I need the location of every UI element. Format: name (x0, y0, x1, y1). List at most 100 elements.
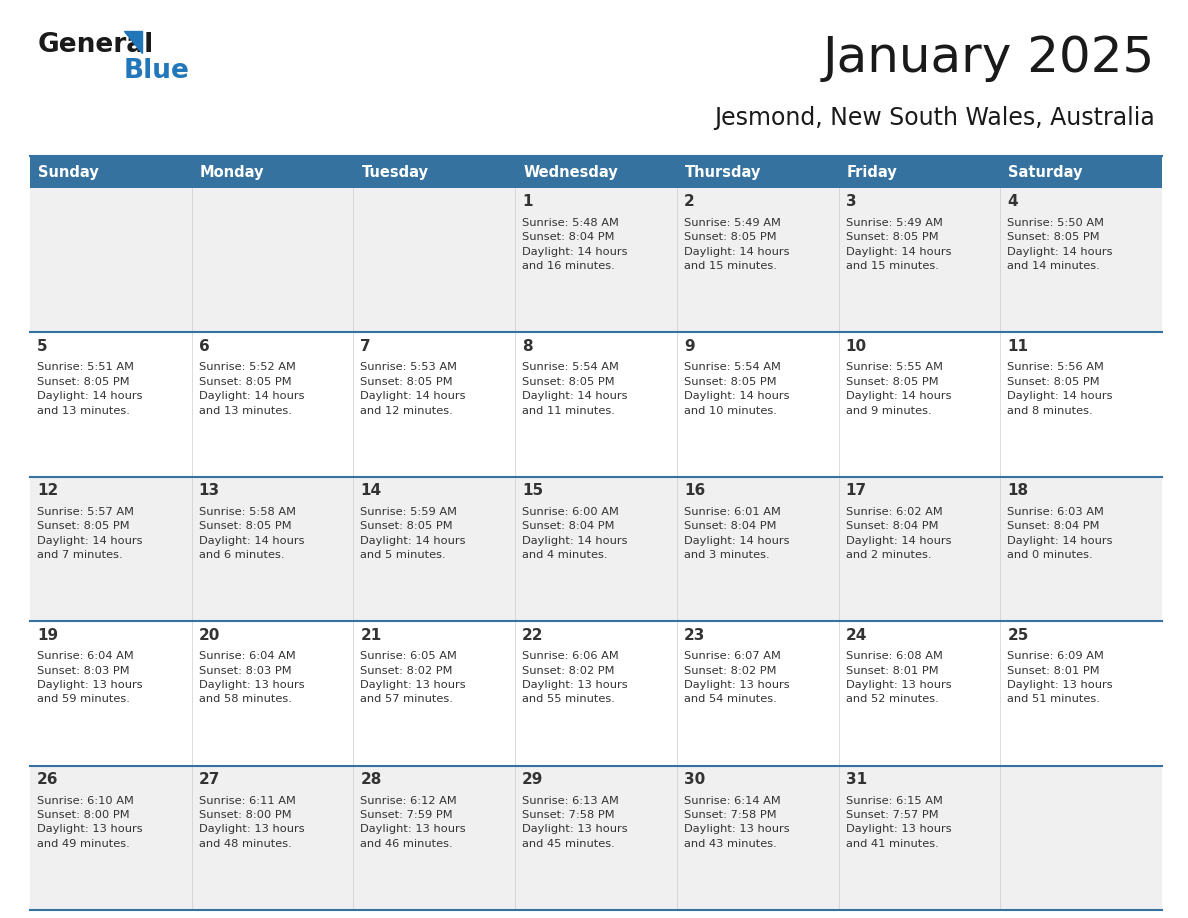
Text: Sunrise: 5:48 AM
Sunset: 8:04 PM
Daylight: 14 hours
and 16 minutes.: Sunrise: 5:48 AM Sunset: 8:04 PM Dayligh… (523, 218, 627, 271)
Bar (677, 621, 839, 766)
Text: 26: 26 (37, 772, 58, 787)
Text: 22: 22 (523, 628, 544, 643)
Bar (30, 766, 191, 910)
Text: 21: 21 (360, 628, 381, 643)
Text: Sunrise: 5:58 AM
Sunset: 8:05 PM
Daylight: 14 hours
and 6 minutes.: Sunrise: 5:58 AM Sunset: 8:05 PM Dayligh… (198, 507, 304, 560)
Bar (191, 476, 353, 621)
Text: Saturday: Saturday (1009, 164, 1082, 180)
Text: Sunrise: 5:50 AM
Sunset: 8:05 PM
Daylight: 14 hours
and 14 minutes.: Sunrise: 5:50 AM Sunset: 8:05 PM Dayligh… (1007, 218, 1113, 271)
Bar (839, 766, 1000, 910)
Bar (839, 156, 1000, 188)
Text: 11: 11 (1007, 339, 1029, 354)
Text: Sunrise: 6:03 AM
Sunset: 8:04 PM
Daylight: 14 hours
and 0 minutes.: Sunrise: 6:03 AM Sunset: 8:04 PM Dayligh… (1007, 507, 1113, 560)
Bar (353, 476, 516, 621)
Text: Sunrise: 6:10 AM
Sunset: 8:00 PM
Daylight: 13 hours
and 49 minutes.: Sunrise: 6:10 AM Sunset: 8:00 PM Dayligh… (37, 796, 143, 849)
Text: Sunrise: 6:09 AM
Sunset: 8:01 PM
Daylight: 13 hours
and 51 minutes.: Sunrise: 6:09 AM Sunset: 8:01 PM Dayligh… (1007, 651, 1113, 704)
Bar (191, 188, 353, 332)
Text: 17: 17 (846, 483, 867, 498)
Text: 8: 8 (523, 339, 532, 354)
Text: 30: 30 (684, 772, 706, 787)
Text: Sunrise: 5:49 AM
Sunset: 8:05 PM
Daylight: 14 hours
and 15 minutes.: Sunrise: 5:49 AM Sunset: 8:05 PM Dayligh… (846, 218, 952, 271)
Text: Jesmond, New South Wales, Australia: Jesmond, New South Wales, Australia (714, 106, 1155, 130)
Text: Sunrise: 6:01 AM
Sunset: 8:04 PM
Daylight: 14 hours
and 3 minutes.: Sunrise: 6:01 AM Sunset: 8:04 PM Dayligh… (684, 507, 789, 560)
Text: Sunrise: 6:07 AM
Sunset: 8:02 PM
Daylight: 13 hours
and 54 minutes.: Sunrise: 6:07 AM Sunset: 8:02 PM Dayligh… (684, 651, 790, 704)
Text: Tuesday: Tuesday (361, 164, 429, 180)
Bar (191, 332, 353, 476)
Text: Sunrise: 5:57 AM
Sunset: 8:05 PM
Daylight: 14 hours
and 7 minutes.: Sunrise: 5:57 AM Sunset: 8:05 PM Dayligh… (37, 507, 143, 560)
Bar (353, 766, 516, 910)
Text: 29: 29 (523, 772, 544, 787)
Text: 24: 24 (846, 628, 867, 643)
Bar (353, 332, 516, 476)
Bar (839, 188, 1000, 332)
Text: Sunrise: 5:59 AM
Sunset: 8:05 PM
Daylight: 14 hours
and 5 minutes.: Sunrise: 5:59 AM Sunset: 8:05 PM Dayligh… (360, 507, 466, 560)
Text: 31: 31 (846, 772, 867, 787)
Bar (677, 188, 839, 332)
Text: Wednesday: Wednesday (523, 164, 618, 180)
Bar (1000, 156, 1162, 188)
Bar (516, 188, 677, 332)
Text: Sunrise: 6:04 AM
Sunset: 8:03 PM
Daylight: 13 hours
and 58 minutes.: Sunrise: 6:04 AM Sunset: 8:03 PM Dayligh… (198, 651, 304, 704)
Text: Sunrise: 6:06 AM
Sunset: 8:02 PM
Daylight: 13 hours
and 55 minutes.: Sunrise: 6:06 AM Sunset: 8:02 PM Dayligh… (523, 651, 627, 704)
Text: Sunrise: 5:56 AM
Sunset: 8:05 PM
Daylight: 14 hours
and 8 minutes.: Sunrise: 5:56 AM Sunset: 8:05 PM Dayligh… (1007, 363, 1113, 416)
Text: 13: 13 (198, 483, 220, 498)
Text: Sunrise: 6:00 AM
Sunset: 8:04 PM
Daylight: 14 hours
and 4 minutes.: Sunrise: 6:00 AM Sunset: 8:04 PM Dayligh… (523, 507, 627, 560)
Text: Sunrise: 6:02 AM
Sunset: 8:04 PM
Daylight: 14 hours
and 2 minutes.: Sunrise: 6:02 AM Sunset: 8:04 PM Dayligh… (846, 507, 952, 560)
Text: 20: 20 (198, 628, 220, 643)
Text: 2: 2 (684, 195, 695, 209)
Bar (191, 156, 353, 188)
Text: Sunrise: 6:04 AM
Sunset: 8:03 PM
Daylight: 13 hours
and 59 minutes.: Sunrise: 6:04 AM Sunset: 8:03 PM Dayligh… (37, 651, 143, 704)
Text: Sunrise: 6:12 AM
Sunset: 7:59 PM
Daylight: 13 hours
and 46 minutes.: Sunrise: 6:12 AM Sunset: 7:59 PM Dayligh… (360, 796, 466, 849)
Bar (30, 476, 191, 621)
Text: 3: 3 (846, 195, 857, 209)
Text: 15: 15 (523, 483, 543, 498)
Bar (1000, 188, 1162, 332)
Text: 12: 12 (37, 483, 58, 498)
Text: Sunrise: 5:52 AM
Sunset: 8:05 PM
Daylight: 14 hours
and 13 minutes.: Sunrise: 5:52 AM Sunset: 8:05 PM Dayligh… (198, 363, 304, 416)
Bar (677, 156, 839, 188)
Bar (839, 621, 1000, 766)
Bar (30, 621, 191, 766)
Bar (191, 621, 353, 766)
Bar (677, 766, 839, 910)
Text: Thursday: Thursday (684, 164, 762, 180)
Text: General: General (38, 32, 154, 58)
Bar (677, 332, 839, 476)
Bar (191, 766, 353, 910)
Text: Sunrise: 5:55 AM
Sunset: 8:05 PM
Daylight: 14 hours
and 9 minutes.: Sunrise: 5:55 AM Sunset: 8:05 PM Dayligh… (846, 363, 952, 416)
Bar (1000, 621, 1162, 766)
Text: 4: 4 (1007, 195, 1018, 209)
Text: Sunrise: 6:15 AM
Sunset: 7:57 PM
Daylight: 13 hours
and 41 minutes.: Sunrise: 6:15 AM Sunset: 7:57 PM Dayligh… (846, 796, 952, 849)
Bar (839, 332, 1000, 476)
Text: January 2025: January 2025 (823, 34, 1155, 82)
Bar (1000, 332, 1162, 476)
Bar (516, 766, 677, 910)
Bar (30, 332, 191, 476)
Text: Sunrise: 6:14 AM
Sunset: 7:58 PM
Daylight: 13 hours
and 43 minutes.: Sunrise: 6:14 AM Sunset: 7:58 PM Dayligh… (684, 796, 790, 849)
Bar (516, 332, 677, 476)
Text: 14: 14 (360, 483, 381, 498)
Text: 1: 1 (523, 195, 532, 209)
Text: Sunrise: 6:05 AM
Sunset: 8:02 PM
Daylight: 13 hours
and 57 minutes.: Sunrise: 6:05 AM Sunset: 8:02 PM Dayligh… (360, 651, 466, 704)
Bar (1000, 766, 1162, 910)
Text: 6: 6 (198, 339, 209, 354)
Text: Friday: Friday (847, 164, 897, 180)
Polygon shape (124, 31, 143, 53)
Text: Sunrise: 5:54 AM
Sunset: 8:05 PM
Daylight: 14 hours
and 11 minutes.: Sunrise: 5:54 AM Sunset: 8:05 PM Dayligh… (523, 363, 627, 416)
Text: 10: 10 (846, 339, 867, 354)
Text: 5: 5 (37, 339, 48, 354)
Text: 9: 9 (684, 339, 695, 354)
Text: 25: 25 (1007, 628, 1029, 643)
Text: Sunday: Sunday (38, 164, 99, 180)
Bar (30, 188, 191, 332)
Text: Sunrise: 5:54 AM
Sunset: 8:05 PM
Daylight: 14 hours
and 10 minutes.: Sunrise: 5:54 AM Sunset: 8:05 PM Dayligh… (684, 363, 789, 416)
Text: 19: 19 (37, 628, 58, 643)
Text: Sunrise: 5:49 AM
Sunset: 8:05 PM
Daylight: 14 hours
and 15 minutes.: Sunrise: 5:49 AM Sunset: 8:05 PM Dayligh… (684, 218, 789, 271)
Text: Sunrise: 5:53 AM
Sunset: 8:05 PM
Daylight: 14 hours
and 12 minutes.: Sunrise: 5:53 AM Sunset: 8:05 PM Dayligh… (360, 363, 466, 416)
Bar (353, 621, 516, 766)
Text: Sunrise: 6:13 AM
Sunset: 7:58 PM
Daylight: 13 hours
and 45 minutes.: Sunrise: 6:13 AM Sunset: 7:58 PM Dayligh… (523, 796, 627, 849)
Bar (516, 621, 677, 766)
Text: 18: 18 (1007, 483, 1029, 498)
Text: Blue: Blue (124, 58, 190, 84)
Text: Sunrise: 6:11 AM
Sunset: 8:00 PM
Daylight: 13 hours
and 48 minutes.: Sunrise: 6:11 AM Sunset: 8:00 PM Dayligh… (198, 796, 304, 849)
